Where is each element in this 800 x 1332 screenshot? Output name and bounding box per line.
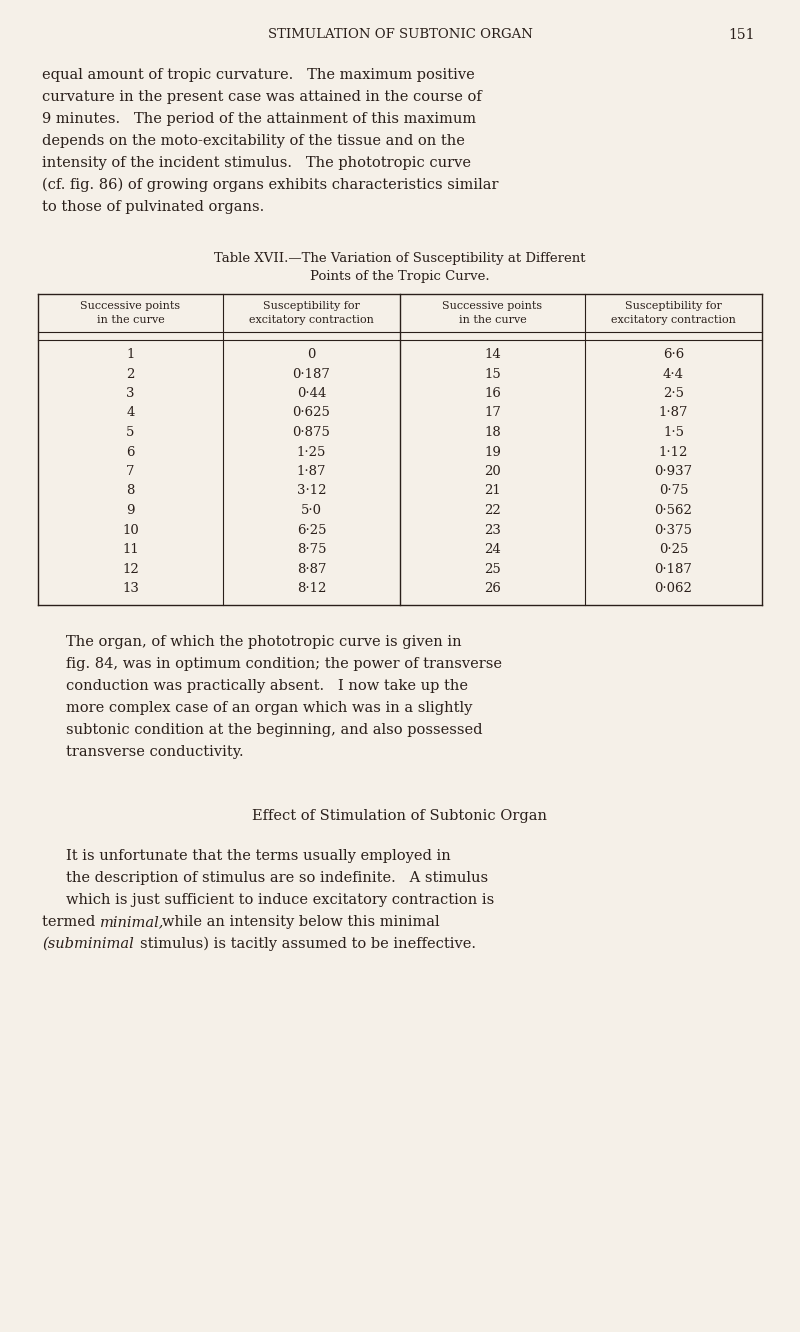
Text: excitatory contraction: excitatory contraction (611, 314, 736, 325)
Text: 22: 22 (484, 503, 501, 517)
Text: 2: 2 (126, 368, 134, 381)
Text: 19: 19 (484, 445, 501, 458)
Text: 23: 23 (484, 523, 501, 537)
Text: 2·5: 2·5 (663, 388, 684, 400)
Text: 9: 9 (126, 503, 134, 517)
Text: 20: 20 (484, 465, 501, 478)
Text: 8: 8 (126, 485, 134, 497)
Text: conduction was practically absent.   I now take up the: conduction was practically absent. I now… (66, 679, 468, 693)
Text: 13: 13 (122, 582, 139, 595)
Text: 1·5: 1·5 (663, 426, 684, 440)
Text: which is just sufficient to induce excitatory contraction is: which is just sufficient to induce excit… (66, 892, 494, 907)
Text: Susceptibility for: Susceptibility for (263, 301, 360, 310)
Text: 0·562: 0·562 (654, 503, 693, 517)
Text: It is unfortunate that the terms usually employed in: It is unfortunate that the terms usually… (66, 848, 450, 863)
Text: fig. 84, was in optimum condition; the power of transverse: fig. 84, was in optimum condition; the p… (66, 657, 502, 671)
Text: intensity of the incident stimulus.   The phototropic curve: intensity of the incident stimulus. The … (42, 156, 471, 170)
Text: 17: 17 (484, 406, 501, 420)
Text: 0·375: 0·375 (654, 523, 693, 537)
Text: 6·6: 6·6 (663, 348, 684, 361)
Text: curvature in the present case was attained in the course of: curvature in the present case was attain… (42, 91, 482, 104)
Text: 15: 15 (484, 368, 501, 381)
Text: (subminimal: (subminimal (42, 936, 134, 951)
Text: 18: 18 (484, 426, 501, 440)
Text: 4·4: 4·4 (663, 368, 684, 381)
Text: more complex case of an organ which was in a slightly: more complex case of an organ which was … (66, 701, 472, 715)
Text: minimal,: minimal, (100, 915, 164, 928)
Text: 1·87: 1·87 (297, 465, 326, 478)
Text: 21: 21 (484, 485, 501, 497)
Text: equal amount of tropic curvature.   The maximum positive: equal amount of tropic curvature. The ma… (42, 68, 474, 83)
Text: 24: 24 (484, 543, 501, 555)
Text: 0·937: 0·937 (654, 465, 693, 478)
Text: excitatory contraction: excitatory contraction (249, 314, 374, 325)
Text: in the curve: in the curve (458, 314, 526, 325)
Text: depends on the moto-excitability of the tissue and on the: depends on the moto-excitability of the … (42, 135, 465, 148)
Text: Points of the Tropic Curve.: Points of the Tropic Curve. (310, 270, 490, 282)
Text: 4: 4 (126, 406, 134, 420)
Text: 11: 11 (122, 543, 139, 555)
Text: 0·062: 0·062 (654, 582, 693, 595)
Text: 9 minutes.   The period of the attainment of this maximum: 9 minutes. The period of the attainment … (42, 112, 476, 127)
Text: 6: 6 (126, 445, 134, 458)
Text: Successive points: Successive points (81, 301, 181, 310)
Text: 1·25: 1·25 (297, 445, 326, 458)
Text: 12: 12 (122, 562, 139, 575)
Text: 8·75: 8·75 (297, 543, 326, 555)
Text: 1·87: 1·87 (658, 406, 688, 420)
Text: transverse conductivity.: transverse conductivity. (66, 745, 244, 759)
Text: 0·187: 0·187 (654, 562, 693, 575)
Text: 3: 3 (126, 388, 134, 400)
Text: 0·187: 0·187 (293, 368, 330, 381)
Text: Effect of Stimulation of Subtonic Organ: Effect of Stimulation of Subtonic Organ (253, 809, 547, 823)
Text: 25: 25 (484, 562, 501, 575)
Text: stimulus) is tacitly assumed to be ineffective.: stimulus) is tacitly assumed to be ineff… (140, 936, 476, 951)
Text: 0: 0 (307, 348, 316, 361)
Text: Susceptibility for: Susceptibility for (625, 301, 722, 310)
Text: 0·25: 0·25 (659, 543, 688, 555)
Text: The organ, of which the phototropic curve is given in: The organ, of which the phototropic curv… (66, 635, 462, 649)
Text: 0·44: 0·44 (297, 388, 326, 400)
Text: 16: 16 (484, 388, 501, 400)
Text: 14: 14 (484, 348, 501, 361)
Text: 7: 7 (126, 465, 134, 478)
Text: 5: 5 (126, 426, 134, 440)
Text: 0·875: 0·875 (293, 426, 330, 440)
Text: termed: termed (42, 915, 100, 928)
Text: 6·25: 6·25 (297, 523, 326, 537)
Text: 3·12: 3·12 (297, 485, 326, 497)
Text: (cf. fig. 86) of growing organs exhibits characteristics similar: (cf. fig. 86) of growing organs exhibits… (42, 178, 498, 192)
Text: Successive points: Successive points (442, 301, 542, 310)
Text: subtonic condition at the beginning, and also possessed: subtonic condition at the beginning, and… (66, 723, 482, 737)
Text: 26: 26 (484, 582, 501, 595)
Text: 1: 1 (126, 348, 134, 361)
Text: Table XVII.—The Variation of Susceptibility at Different: Table XVII.—The Variation of Susceptibil… (214, 252, 586, 265)
Text: 8·12: 8·12 (297, 582, 326, 595)
Text: 10: 10 (122, 523, 139, 537)
Text: to those of pulvinated organs.: to those of pulvinated organs. (42, 200, 264, 214)
Text: the description of stimulus are so indefinite.   A stimulus: the description of stimulus are so indef… (66, 871, 488, 884)
Text: 8·87: 8·87 (297, 562, 326, 575)
Text: 5·0: 5·0 (301, 503, 322, 517)
Text: 0·625: 0·625 (293, 406, 330, 420)
Text: STIMULATION OF SUBTONIC ORGAN: STIMULATION OF SUBTONIC ORGAN (267, 28, 533, 41)
Text: 1·12: 1·12 (659, 445, 688, 458)
Text: 151: 151 (729, 28, 755, 43)
Text: while an intensity below this minimal: while an intensity below this minimal (162, 915, 440, 928)
Text: in the curve: in the curve (97, 314, 164, 325)
Text: 0·75: 0·75 (658, 485, 688, 497)
